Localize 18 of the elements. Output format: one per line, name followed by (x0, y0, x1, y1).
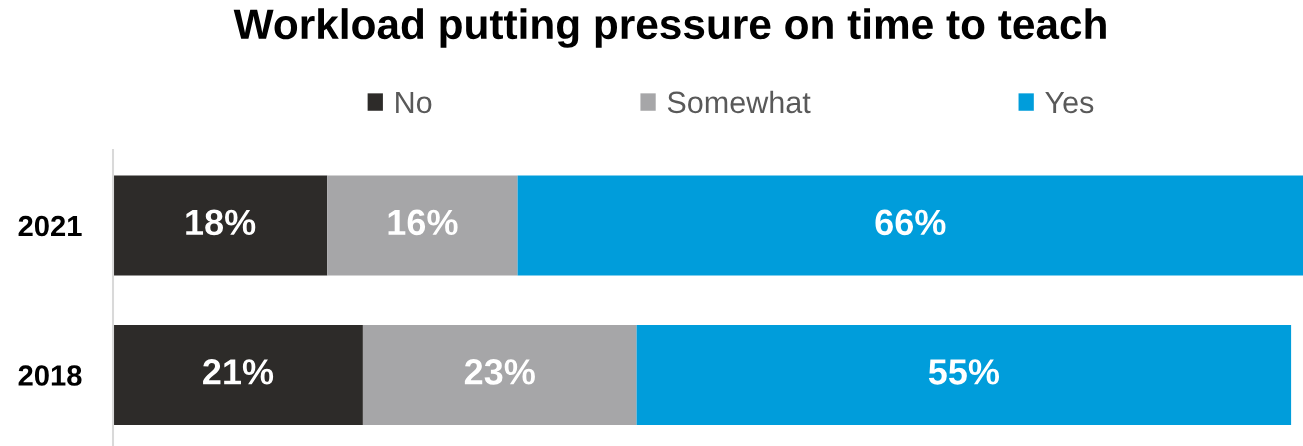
bar (113, 324, 363, 426)
data-label: 16% (388, 209, 458, 236)
data-label: 66% (875, 209, 946, 236)
data-label: 18% (186, 209, 256, 236)
y-tick-label: 2018 (18, 365, 82, 386)
data-label: 21% (203, 359, 274, 385)
data-label: 55% (928, 359, 1000, 385)
legend-label: No (396, 91, 432, 114)
legend-label: Yes (1045, 91, 1094, 114)
chart-title: Workload putting pressure on time to teach (233, 8, 1106, 48)
bar (113, 175, 328, 276)
legend-label: Somewhat (667, 90, 811, 114)
bar (327, 175, 518, 276)
bar (517, 175, 1303, 276)
y-tick-label: 2021 (18, 215, 82, 237)
bar (362, 324, 637, 426)
data-label: 23% (464, 359, 535, 385)
bar (636, 324, 1292, 426)
